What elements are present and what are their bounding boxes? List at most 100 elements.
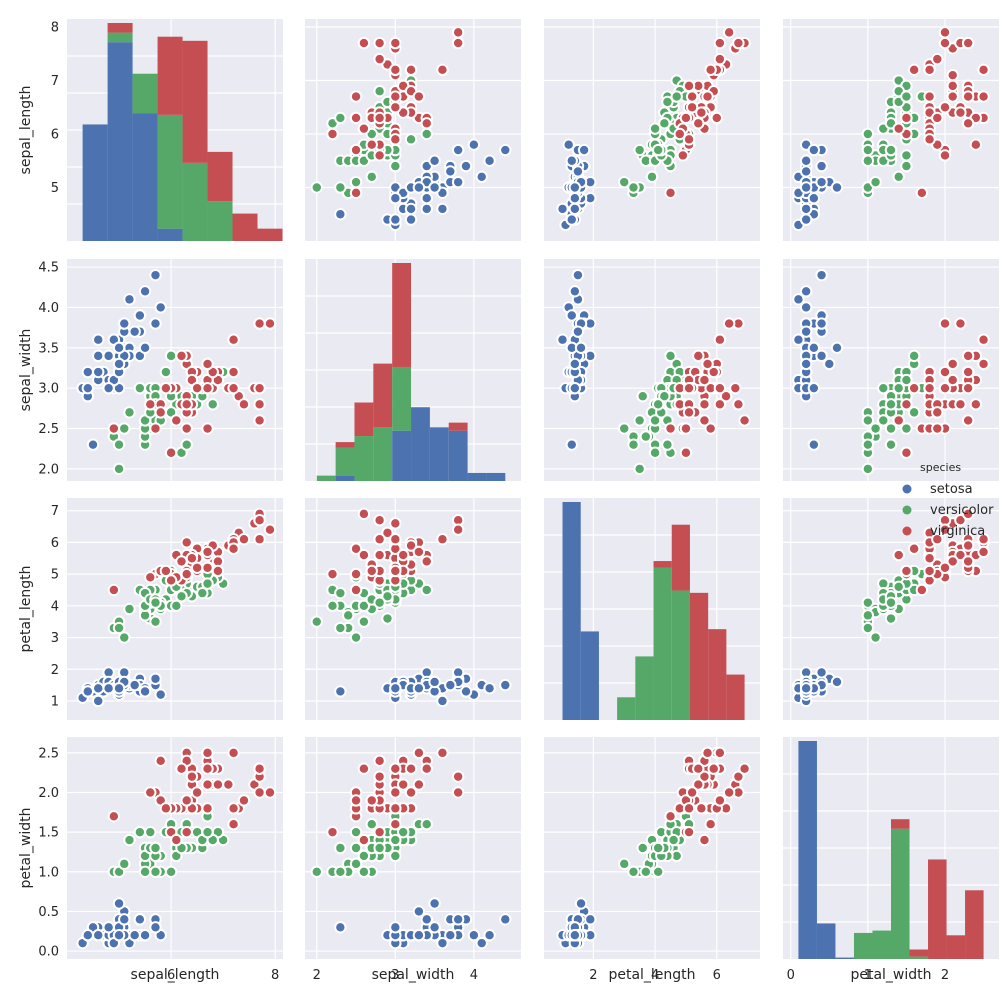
point-virginica xyxy=(698,414,711,427)
point-setosa xyxy=(389,213,402,226)
point-versicolor xyxy=(869,631,882,644)
point-virginica xyxy=(704,818,717,831)
point-setosa xyxy=(436,936,449,950)
point-setosa xyxy=(799,301,813,314)
point-setosa xyxy=(565,309,578,322)
hist-bar-versicolor xyxy=(872,930,891,959)
point-virginica xyxy=(451,523,465,536)
point-virginica xyxy=(211,564,225,578)
point-virginica xyxy=(946,90,959,103)
point-virginica xyxy=(707,365,720,379)
panel-petal_width-vs-petal_length: 2 4 6 xyxy=(544,737,760,983)
point-virginica xyxy=(107,810,121,823)
point-virginica xyxy=(227,802,240,815)
point-virginica xyxy=(738,762,751,775)
point-setosa xyxy=(118,317,131,330)
point-setosa xyxy=(112,929,126,942)
point-virginica xyxy=(977,545,990,559)
y-tick-label: 1.0 xyxy=(38,865,59,880)
point-versicolor xyxy=(869,175,882,189)
point-virginica xyxy=(154,754,167,767)
point-virginica xyxy=(698,833,711,847)
point-setosa xyxy=(568,181,582,194)
point-versicolor xyxy=(618,422,631,435)
point-virginica xyxy=(961,36,975,50)
point-setosa xyxy=(830,341,844,354)
point-virginica xyxy=(170,414,183,427)
point-versicolor xyxy=(645,170,659,184)
point-versicolor xyxy=(648,122,662,135)
point-virginica xyxy=(961,90,975,103)
point-virginica xyxy=(701,746,714,760)
point-virginica xyxy=(144,571,157,584)
point-versicolor xyxy=(633,414,646,427)
point-setosa xyxy=(451,143,465,157)
point-setosa xyxy=(815,349,828,363)
point-versicolor xyxy=(636,390,649,403)
point-setosa xyxy=(499,678,512,692)
point-virginica xyxy=(227,542,240,555)
hist-bar-versicolor xyxy=(107,32,133,43)
point-virginica xyxy=(685,101,699,114)
point-virginica xyxy=(263,786,277,799)
point-setosa xyxy=(451,913,465,926)
point-virginica xyxy=(253,786,266,799)
point-setosa xyxy=(112,341,126,354)
point-virginica xyxy=(253,414,266,427)
point-setosa xyxy=(92,929,105,942)
point-virginica xyxy=(190,786,204,799)
hist-bar-virginica xyxy=(354,402,374,437)
point-virginica xyxy=(923,381,936,395)
point-virginica xyxy=(938,381,952,395)
panel-petal_length-vs-sepal_length: 1 2 3 4 5 6 7 xyxy=(51,498,283,720)
point-virginica xyxy=(412,545,426,559)
y-axis-labels: sepal_length sepal_width petal_lengthpetal… xyxy=(18,86,34,889)
point-virginica xyxy=(682,133,696,146)
point-setosa xyxy=(112,897,126,910)
point-setosa xyxy=(428,154,441,167)
point-virginica xyxy=(722,786,736,799)
point-virginica xyxy=(679,422,693,435)
point-virginica xyxy=(404,539,418,552)
point-virginica xyxy=(253,317,266,330)
point-virginica xyxy=(389,133,402,146)
point-virginica xyxy=(357,507,371,521)
point-setosa xyxy=(412,682,426,695)
panel-petal_width-vs-sepal_width: 2 3 4 xyxy=(305,737,521,983)
point-versicolor xyxy=(334,586,347,600)
panel-sepal_length-vs-petal_width xyxy=(783,19,999,241)
point-setosa xyxy=(123,293,136,306)
point-virginica xyxy=(685,90,699,103)
point-setosa xyxy=(149,921,162,934)
hist-bar-versicolor xyxy=(635,656,654,720)
point-virginica xyxy=(227,333,240,346)
point-setosa xyxy=(412,181,426,194)
point-virginica xyxy=(732,398,745,411)
y-tick-label: 5 xyxy=(51,181,59,196)
point-versicolor xyxy=(357,865,371,878)
y-tick-label: 3.0 xyxy=(38,382,59,397)
point-setosa xyxy=(574,897,588,910)
point-virginica xyxy=(664,186,677,200)
point-setosa xyxy=(799,165,813,178)
point-virginica xyxy=(961,414,975,427)
point-versicolor xyxy=(373,841,386,855)
point-virginica xyxy=(923,564,936,578)
point-versicolor xyxy=(892,580,905,593)
y-tick-label: 6 xyxy=(51,128,59,143)
point-setosa xyxy=(436,202,449,216)
legend-title: species xyxy=(920,461,961,474)
point-versicolor xyxy=(651,865,665,878)
point-setosa xyxy=(815,159,828,173)
point-virginica xyxy=(190,381,204,395)
point-virginica xyxy=(373,514,386,527)
point-virginica xyxy=(349,583,363,597)
point-setosa xyxy=(451,175,465,189)
x-tick-label: 2 xyxy=(941,968,949,983)
point-virginica xyxy=(389,818,402,831)
point-virginica xyxy=(900,398,913,411)
point-setosa xyxy=(138,929,152,942)
point-virginica xyxy=(175,762,188,775)
point-versicolor xyxy=(389,159,402,173)
point-setosa xyxy=(799,154,813,167)
